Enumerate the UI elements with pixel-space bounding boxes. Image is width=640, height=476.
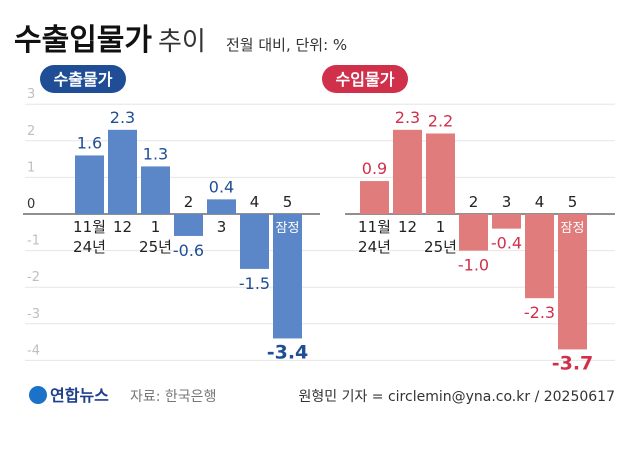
y-tick-label: 3 xyxy=(27,87,35,102)
month-label: 2 xyxy=(469,193,479,211)
title-suffix: 추이 xyxy=(158,27,206,57)
export-value-label: 2.3 xyxy=(110,108,135,127)
month-label: 12 xyxy=(113,218,132,236)
month-label: 2 xyxy=(184,193,194,211)
import-value-label: -0.4 xyxy=(491,234,522,253)
import-value-label: -2.3 xyxy=(524,303,555,322)
subtitle: 전월 대비, 단위: % xyxy=(226,36,347,54)
export-value-label: -0.6 xyxy=(173,241,204,260)
month-label: 11월 xyxy=(73,218,106,236)
year-label: 25년 xyxy=(424,238,457,256)
import-bar xyxy=(426,133,455,214)
import-value-label: -3.7 xyxy=(552,352,594,374)
export-badge xyxy=(40,65,126,93)
import-value-label: 2.3 xyxy=(395,108,420,127)
import-value-label: -1.0 xyxy=(458,256,489,275)
export-bar xyxy=(240,214,269,269)
export-bar xyxy=(141,166,170,214)
import-bar xyxy=(393,129,422,214)
import-bar xyxy=(492,214,521,229)
month-label: 11월 xyxy=(358,218,391,236)
year-label: 24년 xyxy=(358,238,391,256)
import-bar xyxy=(525,214,554,299)
import-value-label: 0.9 xyxy=(362,159,387,178)
month-label: 12 xyxy=(398,218,417,236)
provisional-label: 잠정 xyxy=(276,221,300,236)
import-value-label: 2.2 xyxy=(428,111,453,130)
y-tick-label: -4 xyxy=(27,343,40,358)
export-value-label: 0.4 xyxy=(209,177,234,196)
export-value-label: -1.5 xyxy=(239,274,270,293)
y-tick-label: -1 xyxy=(27,234,40,249)
export-badge-label: 수출물가 xyxy=(54,70,113,89)
month-label: 3 xyxy=(502,193,512,211)
year-label: 24년 xyxy=(73,238,106,256)
export-bar xyxy=(174,214,203,236)
yonhap-logo-icon xyxy=(29,386,47,404)
y-tick-label: 0 xyxy=(27,197,35,212)
import-badge-label: 수입물가 xyxy=(336,70,395,89)
y-tick-label: 2 xyxy=(27,124,35,139)
month-label: 4 xyxy=(535,193,545,211)
y-tick-label: -3 xyxy=(27,307,40,322)
export-value-label: 1.3 xyxy=(143,144,168,163)
import-bar xyxy=(558,214,587,350)
export-value-label: 1.6 xyxy=(77,133,102,152)
export-value-label: -3.4 xyxy=(267,341,309,363)
logo-text: 연합뉴스 xyxy=(50,386,109,405)
month-label: 3 xyxy=(217,218,227,236)
export-bar xyxy=(207,199,236,214)
title: 수출입물가 xyxy=(14,23,152,58)
month-label: 1 xyxy=(151,218,161,236)
month-label: 1 xyxy=(436,218,446,236)
month-label: 5 xyxy=(568,193,578,211)
import-bar xyxy=(360,181,389,214)
export-bar xyxy=(75,155,104,214)
year-label: 25년 xyxy=(139,238,172,256)
import-bar xyxy=(459,214,488,251)
export-bar xyxy=(273,214,302,339)
export-bar xyxy=(108,129,137,214)
month-label: 4 xyxy=(250,193,260,211)
y-tick-label: 1 xyxy=(27,160,35,175)
source: 자료: 한국은행 xyxy=(130,389,216,405)
provisional-label: 잠정 xyxy=(561,221,585,236)
import-badge xyxy=(322,65,408,93)
y-tick-label: -2 xyxy=(27,270,40,285)
month-label: 5 xyxy=(283,193,293,211)
credit: 원형민 기자 = circlemin@yna.co.kr / 20250617 xyxy=(298,389,615,405)
